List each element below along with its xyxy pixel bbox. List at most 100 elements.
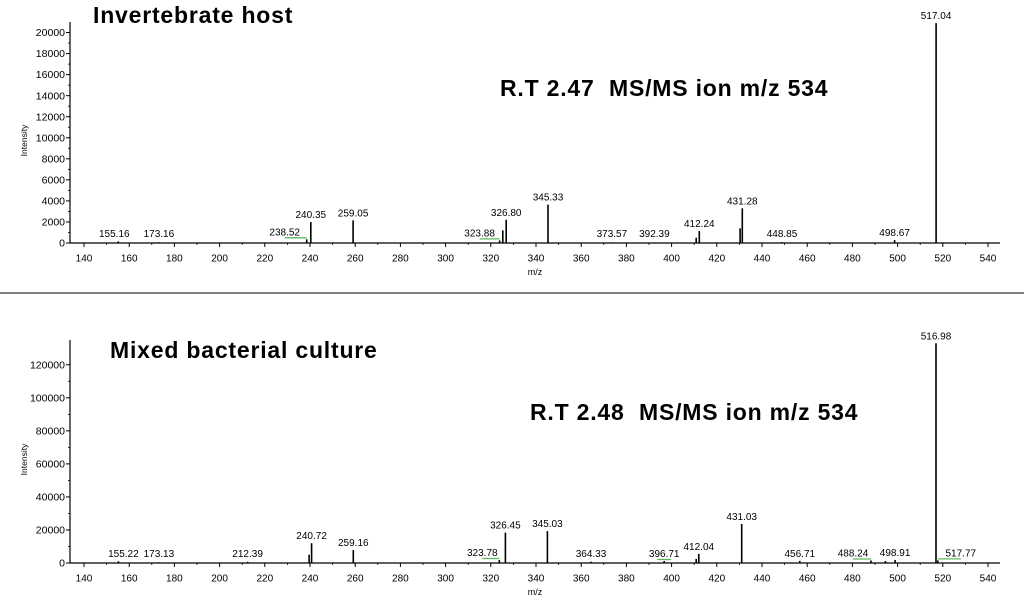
x-tick-label: 380 [618, 574, 635, 585]
x-tick-label: 460 [799, 574, 816, 585]
x-tick-label: 440 [754, 254, 771, 265]
y-tick-label: 100000 [30, 392, 65, 404]
peak-label: 259.05 [338, 208, 369, 219]
x-tick-label: 400 [663, 254, 680, 265]
chart-subtitle: R.T 2.47 MS/MS ion m/z 534 [500, 75, 829, 101]
peak-label: 448.85 [767, 229, 798, 240]
x-tick-label: 500 [889, 254, 906, 265]
peak-label: 498.67 [879, 228, 910, 239]
peak-label: 516.98 [921, 331, 952, 342]
x-tick-label: 260 [347, 574, 364, 585]
peak-label: 345.03 [532, 519, 563, 530]
y-tick-label: 8000 [42, 153, 66, 165]
y-tick-label: 60000 [36, 459, 65, 471]
x-tick-label: 400 [663, 574, 680, 585]
chart-subtitle: R.T 2.48 MS/MS ion m/z 534 [530, 399, 859, 425]
x-tick-label: 500 [889, 574, 906, 585]
y-tick-label: 40000 [36, 492, 65, 504]
peak-label: 488.24 [838, 549, 869, 560]
y-axis-label: Intensity [19, 124, 29, 156]
peak-label: 373.57 [597, 229, 628, 240]
y-axis-label: Intensity [19, 443, 29, 475]
peak-label: 323.78 [467, 548, 498, 559]
x-tick-label: 360 [573, 254, 590, 265]
x-tick-label: 180 [166, 574, 183, 585]
peak-label: 240.35 [296, 210, 327, 221]
peak-label: 173.16 [144, 229, 175, 240]
y-tick-label: 4000 [42, 196, 66, 208]
x-tick-label: 160 [121, 574, 138, 585]
section-divider [0, 292, 1024, 294]
x-tick-label: 540 [980, 254, 997, 265]
x-tick-label: 340 [528, 254, 545, 265]
x-tick-label: 160 [121, 254, 138, 265]
spectrum-chart-bottom: 0 20000 40000 60000 80000 100000 120000 140 160 1… [19, 331, 1000, 597]
spectrum-chart-top: 0 2000 4000 6000 8000 10000 12000 14000 16000 180… [19, 11, 1000, 277]
x-tick-label: 360 [573, 574, 590, 585]
x-tick-label: 140 [76, 574, 93, 585]
x-tick-label: 140 [76, 254, 93, 265]
peak-label: 431.03 [726, 512, 757, 523]
x-tick-label: 240 [302, 254, 319, 265]
peak-label: 412.24 [684, 219, 715, 230]
y-tick-label: 18000 [36, 48, 65, 60]
x-tick-label: 300 [437, 254, 454, 265]
chart-title: Invertebrate host [93, 2, 294, 28]
peak-label: 517.77 [946, 548, 977, 559]
peak-label: 392.39 [639, 229, 670, 240]
y-tick-label: 16000 [36, 69, 65, 81]
y-tick-label: 6000 [42, 175, 66, 187]
x-tick-label: 480 [844, 574, 861, 585]
peak-label: 412.04 [684, 542, 715, 553]
peak-label: 456.71 [785, 549, 816, 560]
peak-label: 155.16 [99, 229, 130, 240]
x-tick-label: 440 [754, 574, 771, 585]
peak-label: 259.16 [338, 538, 369, 549]
y-tick-label: 12000 [36, 111, 65, 123]
peak-label: 238.52 [269, 227, 300, 238]
peak-label: 345.33 [533, 193, 564, 204]
x-axis-label: m/z [528, 267, 543, 277]
x-tick-label: 320 [482, 254, 499, 265]
x-tick-label: 260 [347, 254, 364, 265]
peak-label: 155.22 [108, 549, 139, 560]
peak-label: 431.28 [727, 196, 758, 207]
x-tick-label: 380 [618, 254, 635, 265]
x-tick-label: 220 [256, 574, 273, 585]
peak-label: 498.91 [880, 548, 911, 559]
x-tick-label: 340 [528, 574, 545, 585]
x-tick-label: 320 [482, 574, 499, 585]
chart-title: Mixed bacterial culture [110, 337, 378, 363]
peak-label: 517.04 [921, 11, 952, 22]
y-tick-label: 20000 [36, 27, 65, 39]
peak-label: 240.72 [296, 531, 327, 542]
y-tick-label: 14000 [36, 90, 65, 102]
y-tick-label: 0 [59, 238, 65, 250]
x-tick-label: 200 [211, 254, 228, 265]
x-tick-label: 520 [934, 254, 951, 265]
x-tick-label: 460 [799, 254, 816, 265]
x-tick-label: 180 [166, 254, 183, 265]
x-tick-label: 280 [392, 574, 409, 585]
x-tick-label: 300 [437, 574, 454, 585]
peak-label: 364.33 [576, 549, 607, 560]
peak-label: 323.88 [464, 228, 495, 239]
peak-label: 212.39 [232, 549, 263, 560]
x-tick-label: 220 [256, 254, 273, 265]
x-tick-label: 280 [392, 254, 409, 265]
x-tick-label: 240 [302, 574, 319, 585]
y-tick-label: 2000 [42, 217, 66, 229]
x-tick-label: 480 [844, 254, 861, 265]
x-tick-label: 420 [708, 254, 725, 265]
x-tick-label: 540 [980, 574, 997, 585]
x-tick-label: 200 [211, 574, 228, 585]
y-tick-label: 20000 [36, 525, 65, 537]
y-tick-label: 10000 [36, 132, 65, 144]
peak-label: 396.71 [649, 549, 680, 560]
peak-label: 326.45 [490, 521, 521, 532]
y-tick-label: 80000 [36, 426, 65, 438]
peak-label: 326.80 [491, 208, 522, 219]
y-tick-label: 0 [59, 558, 65, 570]
